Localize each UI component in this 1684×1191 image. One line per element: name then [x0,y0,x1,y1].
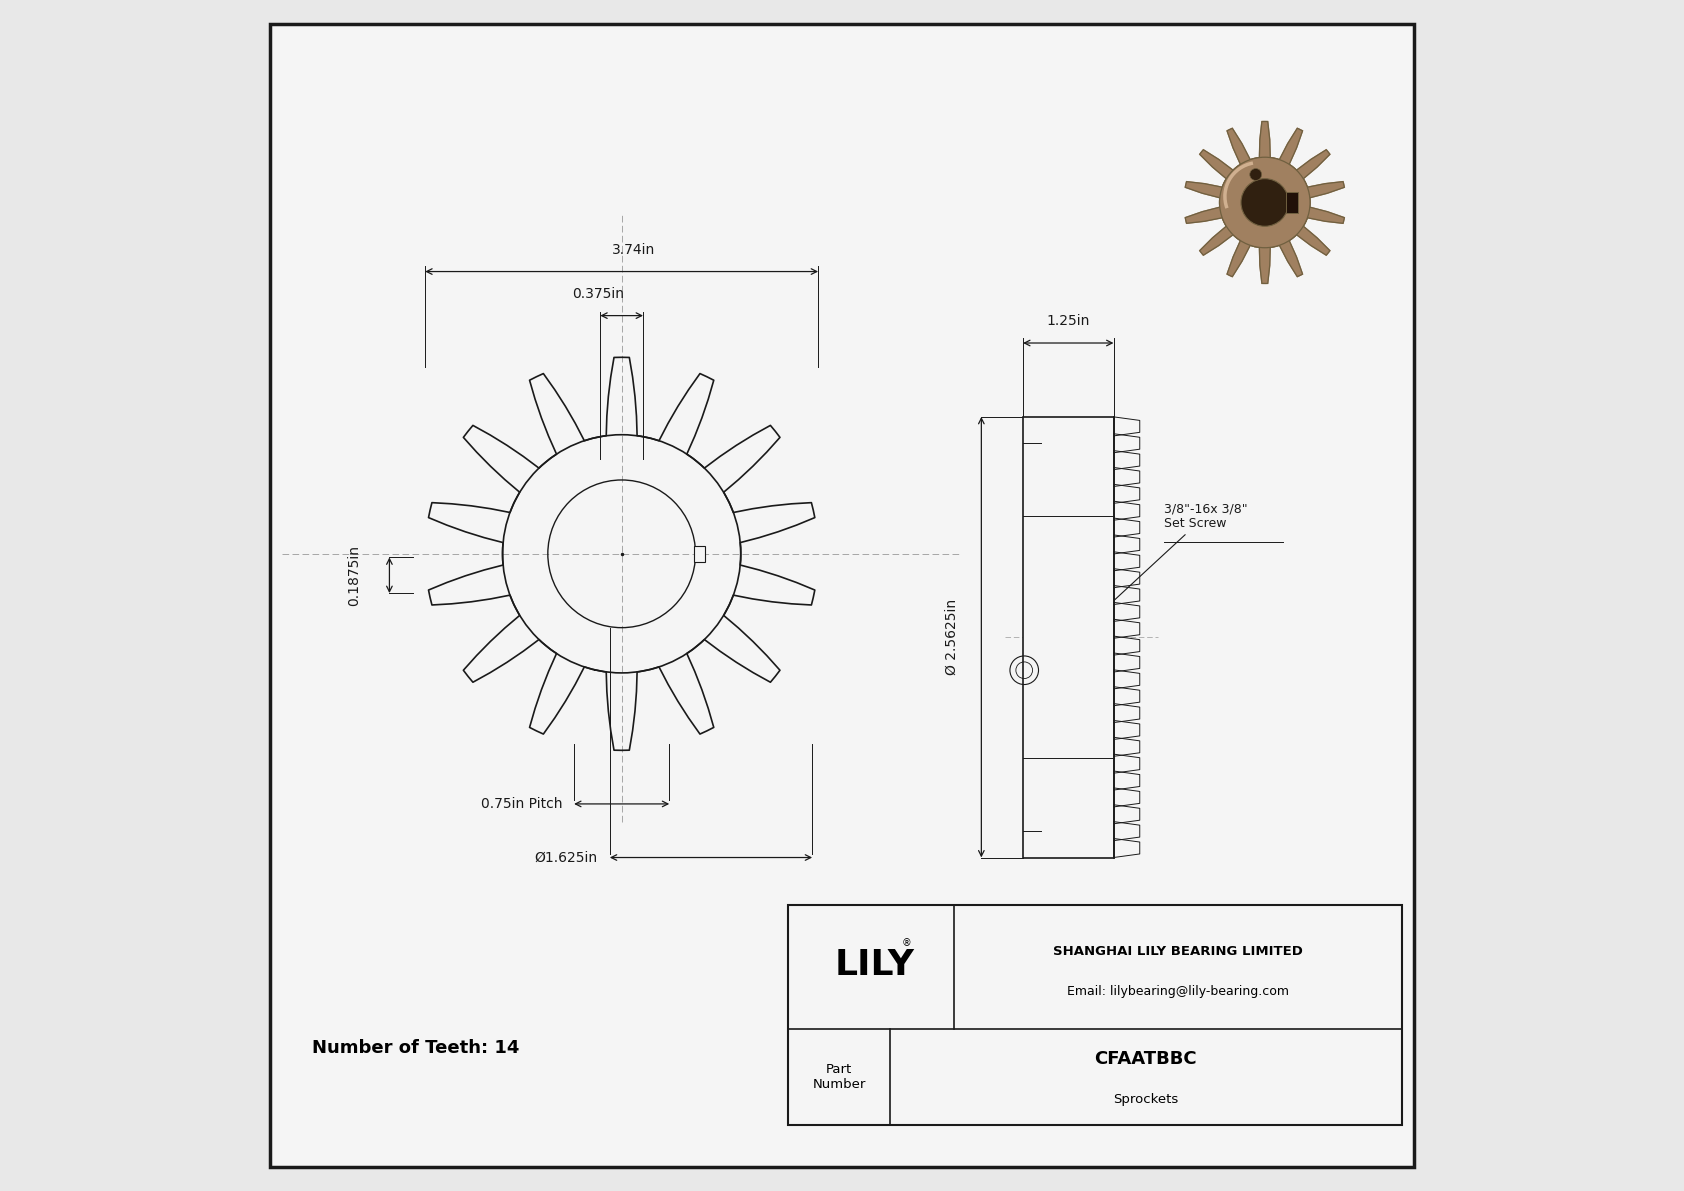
Text: Ø1.625in: Ø1.625in [536,850,598,865]
Circle shape [1219,157,1310,248]
Text: CFAATBBC: CFAATBBC [1095,1050,1197,1068]
Circle shape [1241,179,1288,226]
Text: Part
Number: Part Number [812,1064,866,1091]
Text: Sprockets: Sprockets [1113,1092,1179,1105]
Text: Email: lilybearing@lily-bearing.com: Email: lilybearing@lily-bearing.com [1068,985,1288,998]
Text: 0.1875in: 0.1875in [347,544,360,606]
Bar [788,905,1401,1125]
Bar [694,545,706,561]
Text: Number of Teeth: 14: Number of Teeth: 14 [312,1039,519,1058]
Bar [1024,417,1113,858]
Text: 0.75in Pitch: 0.75in Pitch [480,797,562,811]
Text: 1.25in: 1.25in [1046,313,1090,328]
Text: LILY: LILY [835,948,914,981]
Text: ®: ® [903,937,911,948]
Text: 0.375in: 0.375in [573,287,623,301]
Circle shape [1250,169,1261,181]
Polygon shape [1186,121,1344,283]
Text: Ø 2.5625in: Ø 2.5625in [945,599,958,675]
Text: 3.74in: 3.74in [611,243,655,257]
Text: 3/8"-16x 3/8"
Set Screw: 3/8"-16x 3/8" Set Screw [1041,501,1248,667]
Text: SHANGHAI LILY BEARING LIMITED: SHANGHAI LILY BEARING LIMITED [1052,944,1303,958]
Bar [1287,192,1298,212]
